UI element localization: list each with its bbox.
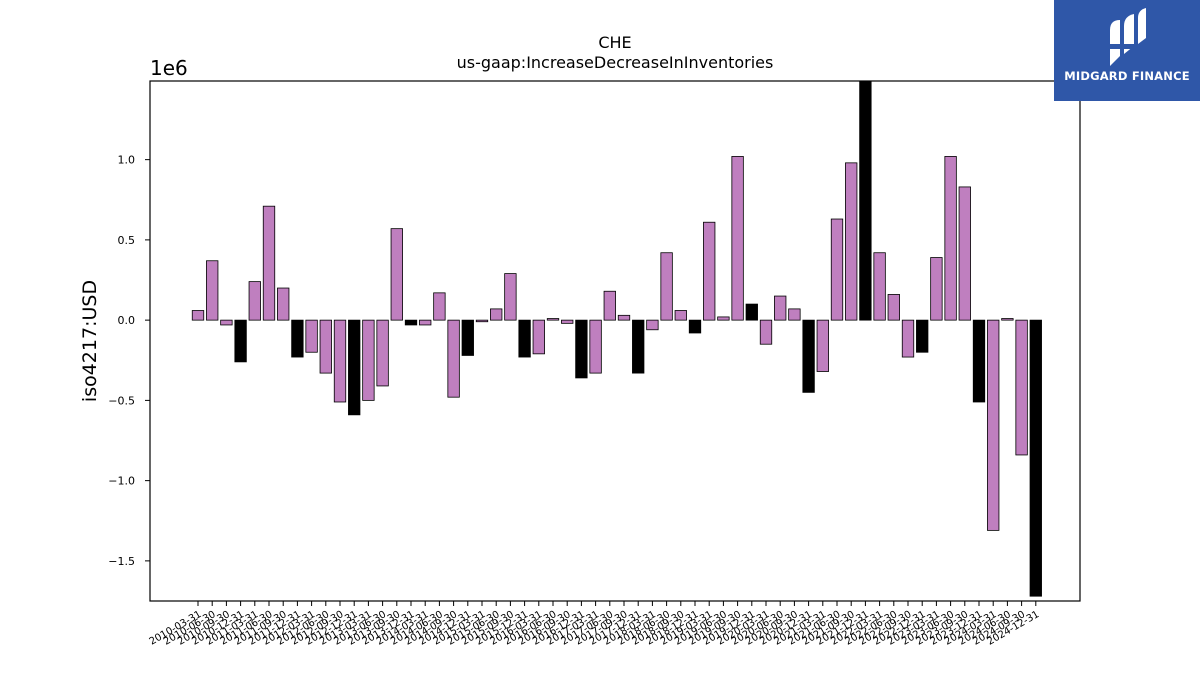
- bar-2010-06-30: [206, 260, 219, 321]
- y-tick-label: 0.5: [118, 234, 136, 247]
- bar-2011-06-30: [262, 205, 276, 321]
- bar-2022-06-30: [887, 294, 900, 321]
- bar-2013-03-31: [362, 319, 375, 401]
- bar-2023-06-30: [944, 156, 957, 321]
- bar-2016-09-30: [561, 319, 574, 324]
- bar-2024-09-30: [1015, 319, 1028, 456]
- midgard-finance-logo: MIDGARD FINANCE: [1054, 0, 1200, 101]
- bar-2024-12-31: [1029, 319, 1042, 597]
- bar-2021-12-31: [859, 80, 872, 321]
- y-tick-label: −1.0: [108, 475, 135, 488]
- bar-2022-03-31: [873, 252, 886, 321]
- bar-2020-03-31: [759, 319, 773, 345]
- bar-2024-06-30: [1001, 318, 1014, 321]
- bar-2015-03-31: [475, 319, 489, 323]
- bar-2012-09-30: [333, 319, 347, 403]
- bar-2014-03-31: [419, 319, 432, 326]
- bar-2022-09-30: [901, 319, 915, 358]
- bar-2010-03-31: [191, 310, 205, 321]
- bar-2016-12-31: [575, 319, 588, 379]
- y-axis-label: iso4217:USD: [79, 280, 101, 402]
- bar-2022-12-31: [916, 319, 929, 353]
- bar-2023-12-31: [972, 319, 986, 403]
- bar-2019-09-30: [731, 156, 744, 321]
- bar-2016-03-31: [532, 319, 545, 355]
- bar-2020-09-30: [788, 308, 801, 321]
- bar-2017-03-31: [589, 319, 602, 374]
- bar-2019-06-30: [717, 316, 730, 321]
- y-axis-offset-text: 1e6: [150, 56, 188, 80]
- bar-2023-09-30: [958, 186, 971, 321]
- bar-2010-12-31: [234, 319, 247, 363]
- bar-2011-03-31: [248, 281, 261, 321]
- bar-2014-12-31: [461, 319, 474, 356]
- bar-2018-12-31: [688, 319, 702, 334]
- bar-2021-06-30: [830, 218, 844, 321]
- bar-2012-12-31: [348, 319, 361, 416]
- midgard-logo-icon: [1104, 8, 1150, 66]
- bar-2016-06-30: [546, 318, 560, 321]
- bar-2013-06-30: [376, 319, 389, 387]
- y-tick-label: 1.0: [118, 154, 136, 167]
- bar-2015-12-31: [518, 319, 531, 358]
- bar-2021-09-30: [845, 162, 858, 321]
- bar-2011-12-31: [291, 319, 304, 358]
- y-tick-label: 0.0: [118, 314, 136, 327]
- chart-subtitle: us-gaap:IncreaseDecreaseInInventories: [457, 53, 774, 72]
- bar-2015-06-30: [490, 308, 503, 321]
- bar-2023-03-31: [930, 257, 943, 321]
- bar-2015-09-30: [504, 273, 517, 321]
- bar-2019-12-31: [745, 303, 758, 321]
- bar-2018-06-30: [660, 252, 673, 321]
- bar-2024-03-31: [987, 319, 1000, 531]
- bar-2012-06-30: [319, 319, 332, 374]
- bar-2017-06-30: [603, 290, 616, 321]
- bar-2010-09-30: [220, 319, 233, 326]
- bar-2011-09-30: [277, 287, 290, 321]
- y-tick-label: −0.5: [108, 394, 135, 407]
- bar-2019-03-31: [703, 221, 716, 321]
- y-axis-ticks: −1.5 −1.0 −0.5 0.0 0.5 1.0: [108, 154, 150, 568]
- bar-2018-03-31: [646, 319, 659, 331]
- bar-2017-12-31: [632, 319, 645, 374]
- bar-2018-09-30: [674, 310, 687, 321]
- y-tick-label: −1.5: [108, 555, 135, 568]
- bar-2020-12-31: [802, 319, 815, 393]
- bar-2021-03-31: [816, 319, 829, 372]
- chart-title: CHE: [598, 33, 631, 52]
- bar-2013-09-30: [390, 228, 403, 321]
- plot-area-frame: [149, 80, 1081, 602]
- bar-2013-12-31: [404, 319, 418, 326]
- logo-text: MIDGARD FINANCE: [1064, 69, 1190, 83]
- bar-2017-09-30: [617, 314, 631, 321]
- bar-2014-09-30: [447, 319, 460, 398]
- bar-2020-06-30: [774, 295, 787, 321]
- bars-group: [191, 80, 1042, 597]
- bar-2012-03-31: [305, 319, 318, 353]
- x-axis-ticks: 2010-03-312010-06-302010-09-302010-12-31…: [148, 601, 1041, 648]
- bar-2014-06-30: [433, 292, 446, 321]
